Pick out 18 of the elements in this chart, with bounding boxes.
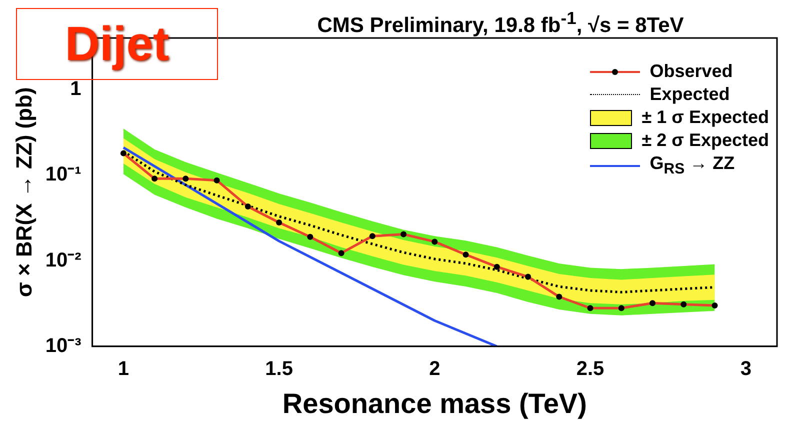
chart-title: CMS Preliminary, 19.8 fb$^{-1}$, √s = 8TeV: [316, 8, 685, 38]
legend-label: ± 2 σ Expected: [642, 129, 769, 152]
x-tick-label: 1.5: [265, 358, 293, 380]
x-tick-label: 1: [118, 358, 129, 380]
y-tick-label: 10⁻³: [45, 334, 82, 357]
x-tick-label: 3: [740, 358, 752, 380]
y-tick-label: 1: [70, 78, 82, 100]
x-axis-title: Resonance mass (TeV): [282, 388, 587, 419]
point: [244, 204, 251, 210]
legend-label: Observed: [650, 60, 733, 83]
x-tick-label: 2.5: [576, 358, 604, 380]
legend-label: ± 1 σ Expected: [642, 106, 769, 129]
x-tick-label: 2: [429, 358, 440, 380]
legend-label: G$_{RS}$ → ZZ: [650, 152, 735, 180]
legend-label: Expected: [650, 83, 730, 106]
y-axis-title: σ × BR(X → ZZ) (pb): [11, 87, 36, 298]
y-tick-label: 10⁻²: [45, 249, 82, 272]
y-tick-label: 10⁻¹: [45, 164, 82, 186]
